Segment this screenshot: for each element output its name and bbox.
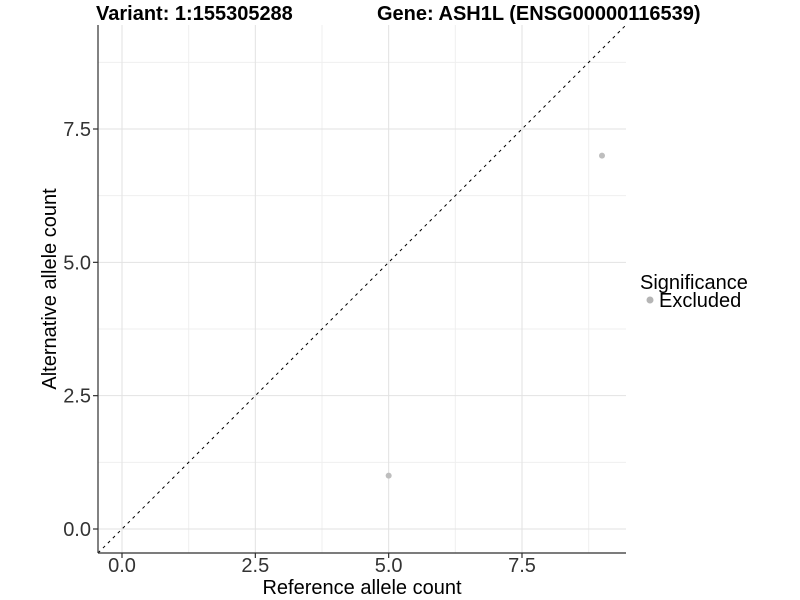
y-tick-label: 7.5 (63, 119, 91, 141)
y-tick-label: 0.0 (63, 519, 91, 541)
major-gridlines (98, 25, 626, 553)
y-tick-label: 2.5 (63, 386, 91, 408)
x-tick-label: 0.0 (108, 555, 136, 577)
data-points-layer (385, 152, 605, 479)
legend-entry-label: Excluded (659, 290, 741, 312)
y-tick-label: 5.0 (63, 252, 91, 274)
x-axis-tick-labels: 0.0 2.5 5.0 7.5 (108, 555, 536, 577)
data-point (385, 472, 392, 479)
x-tick-label: 5.0 (375, 555, 403, 577)
x-axis-title: Reference allele count (262, 577, 461, 599)
gene-title: Gene: ASH1L (ENSG00000116539) (377, 3, 701, 25)
x-tick-label: 7.5 (508, 555, 536, 577)
y-axis-title: Alternative allele count (39, 188, 61, 390)
data-point (599, 152, 605, 159)
x-tick-label: 2.5 (241, 555, 269, 577)
variant-title: Variant: 1:155305288 (96, 3, 293, 25)
identity-line (97, 24, 627, 554)
minor-gridlines (98, 25, 626, 553)
legend: Significance Excluded (640, 272, 748, 312)
y-axis-tick-labels: 0.0 2.5 5.0 7.5 (63, 119, 91, 541)
legend-title: Significance (640, 272, 748, 294)
y-axis-ticks (93, 128, 98, 530)
legend-key-dot-icon (646, 296, 654, 304)
x-axis-ticks (121, 553, 523, 558)
